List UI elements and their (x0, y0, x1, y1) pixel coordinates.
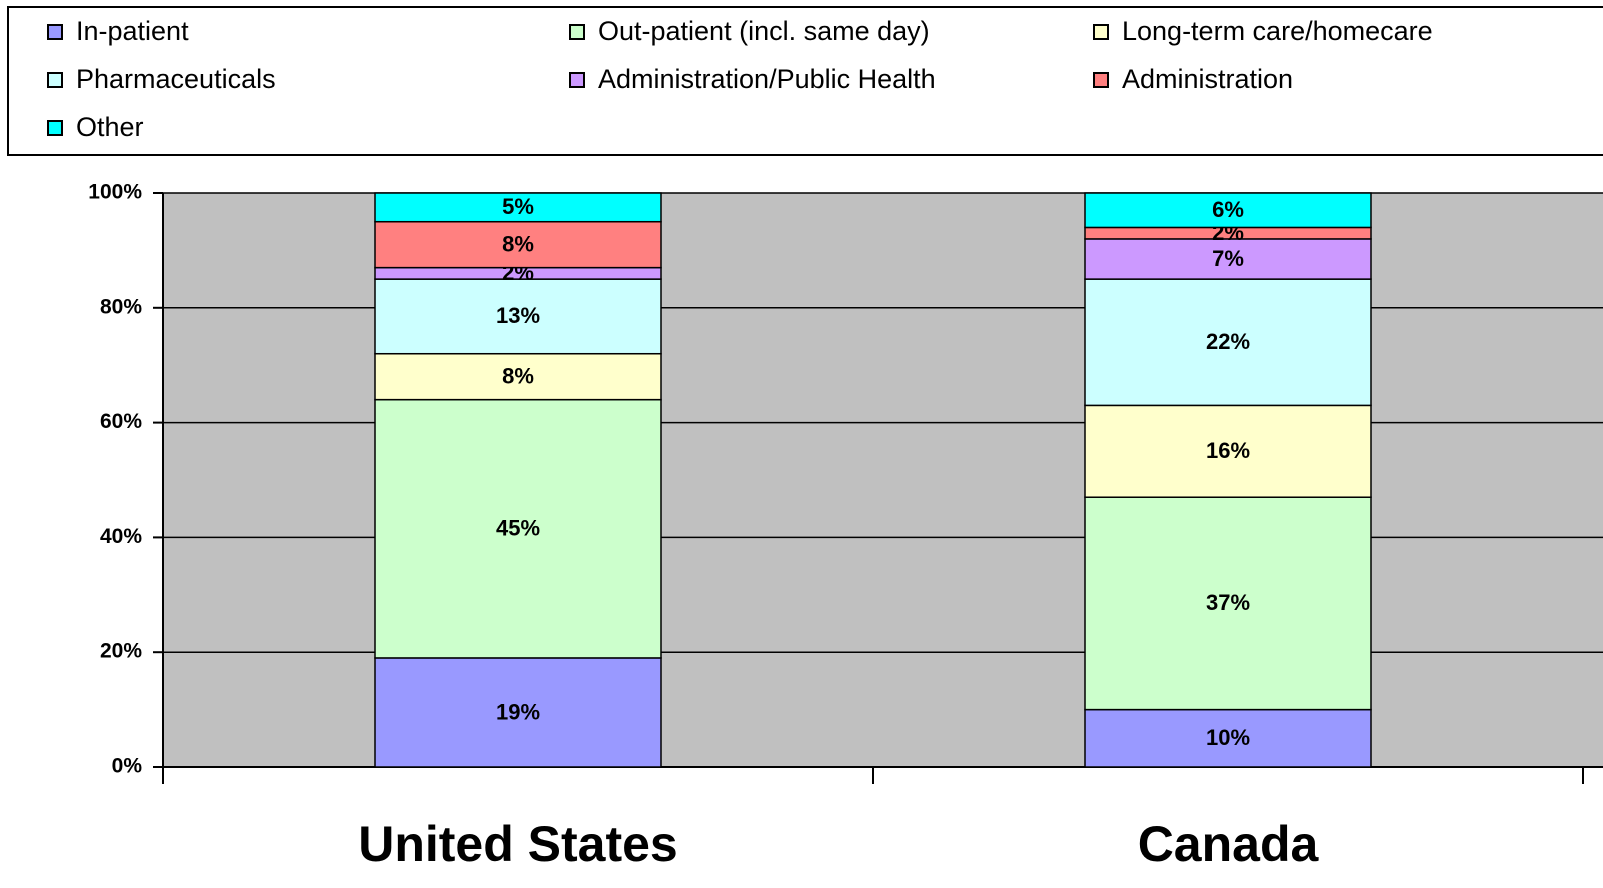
legend-label: Pharmaceuticals (76, 64, 276, 94)
legend-swatch (47, 72, 63, 88)
legend-swatch (569, 24, 585, 40)
value-label: 5% (502, 194, 534, 219)
legend-swatch (1093, 24, 1109, 40)
bar-segment (374, 192, 662, 223)
y-tick-label: 60% (100, 410, 142, 433)
legend-box (7, 6, 1603, 156)
x-tick-label: Canada (1138, 816, 1320, 872)
y-tick-label: 0% (112, 755, 143, 778)
bar-segment (1084, 278, 1372, 407)
legend-swatch (47, 120, 63, 136)
value-label: 13% (496, 303, 540, 328)
bar-segment (374, 657, 662, 768)
value-label: 37% (1206, 590, 1250, 615)
value-label: 8% (502, 231, 534, 256)
legend-label: Administration/Public Health (598, 64, 936, 94)
y-tick-label: 20% (100, 640, 142, 663)
legend-swatch (1093, 72, 1109, 88)
bar-segment (1084, 496, 1372, 711)
y-tick-label: 80% (100, 295, 142, 318)
bar-segment (1084, 238, 1372, 280)
legend-label: In-patient (76, 16, 189, 46)
legend-label: Administration (1122, 64, 1293, 94)
bar-segment (1084, 404, 1372, 498)
bar-segment (1084, 192, 1372, 229)
legend-swatch (569, 72, 585, 88)
x-tick-label: United States (358, 816, 678, 872)
value-label: 8% (502, 363, 534, 388)
legend-swatch (47, 24, 63, 40)
bar-segment (1084, 708, 1372, 768)
bar-segment (374, 220, 662, 269)
value-label: 10% (1206, 725, 1250, 750)
y-tick-label: 100% (88, 181, 142, 204)
value-label: 19% (496, 699, 540, 724)
value-label: 45% (496, 516, 540, 541)
value-label: 22% (1206, 329, 1250, 354)
legend-label: Long-term care/homecare (1122, 16, 1433, 46)
value-label: 16% (1206, 438, 1250, 463)
legend-label: Other (76, 112, 144, 142)
value-label: 6% (1212, 197, 1244, 222)
y-tick-label: 40% (100, 525, 142, 548)
bar-segment (374, 398, 662, 659)
legend-label: Out-patient (incl. same day) (598, 16, 930, 46)
value-label: 7% (1212, 246, 1244, 271)
